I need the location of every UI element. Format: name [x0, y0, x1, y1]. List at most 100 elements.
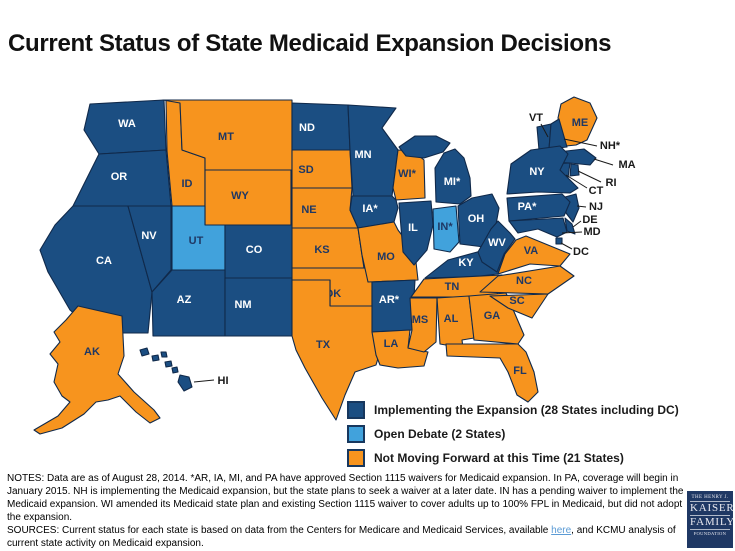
state-label-ri: RI	[606, 177, 617, 189]
state-label-ak: AK	[84, 346, 100, 358]
state-tx	[291, 279, 383, 421]
state-az	[151, 269, 226, 337]
state-label-nc: NC	[516, 275, 532, 287]
logo-line-2: KAISER	[690, 502, 735, 516]
state-ak	[33, 305, 161, 435]
state-label-wi: WI*	[398, 168, 416, 180]
state-label-id: ID	[182, 178, 193, 190]
state-label-nj: NJ	[589, 201, 603, 213]
state-label-tx: TX	[316, 339, 331, 351]
state-hi-part-4	[164, 360, 173, 368]
leader-line-md	[561, 231, 583, 234]
leader-line-ct	[565, 174, 588, 189]
logo-line-3: FAMILY	[690, 516, 735, 530]
state-label-ks: KS	[314, 244, 329, 256]
state-label-wa: WA	[118, 118, 136, 130]
legend-swatch-expansion	[347, 401, 365, 419]
state-label-nv: NV	[141, 230, 157, 242]
state-label-ms: MS	[412, 314, 429, 326]
state-label-de: DE	[582, 214, 597, 226]
state-label-ny: NY	[529, 166, 545, 178]
state-hi-part-1	[139, 347, 150, 357]
state-la	[371, 329, 429, 369]
state-il	[398, 200, 434, 266]
state-label-ma: MA	[618, 159, 635, 171]
sources-prefix: SOURCES: Current status for each state i…	[7, 525, 552, 536]
state-label-ky: KY	[458, 257, 474, 269]
legend-swatch-open-debate	[347, 425, 365, 443]
state-label-il: IL	[408, 222, 418, 234]
state-label-mn: MN	[354, 149, 371, 161]
state-label-in: IN*	[437, 221, 453, 233]
sources-text: SOURCES: Current status for each state i…	[7, 524, 691, 550]
leader-line-ri	[577, 170, 602, 183]
state-label-oh: OH	[468, 213, 485, 225]
page-title: Current Status of State Medicaid Expansi…	[8, 30, 612, 57]
sources-suffix: , and KCMU analysis of current state act…	[7, 525, 676, 549]
state-label-ca: CA	[96, 255, 112, 267]
state-hi-part-6	[177, 374, 193, 392]
legend-item-open-debate: Open Debate (2 States)	[347, 425, 679, 443]
leader-line-vt	[540, 123, 549, 138]
state-label-al: AL	[444, 313, 459, 325]
state-label-hi: HI	[218, 375, 229, 387]
state-label-or: OR	[111, 171, 128, 183]
state-label-vt: VT	[529, 112, 543, 124]
state-wv	[477, 220, 516, 273]
leader-line-nh	[563, 138, 598, 147]
leader-line-de	[572, 220, 582, 228]
logo-line-1: THE HENRY J.	[690, 495, 730, 502]
state-in	[432, 205, 460, 253]
state-ri	[569, 163, 580, 177]
state-mi-part-1	[434, 148, 472, 205]
legend-item-not-moving: Not Moving Forward at this Time (21 Stat…	[347, 449, 679, 467]
legend-label-not-moving: Not Moving Forward at this Time (21 Stat…	[374, 451, 624, 465]
state-fl	[445, 343, 539, 403]
state-nh	[548, 118, 568, 150]
state-label-nh: NH*	[600, 140, 621, 152]
state-label-mi: MI*	[444, 176, 461, 188]
state-md	[508, 217, 568, 238]
state-label-ar: AR*	[379, 294, 400, 306]
legend-label-expansion: Implementing the Expansion (28 States in…	[374, 403, 679, 417]
state-label-co: CO	[246, 244, 263, 256]
state-label-ct: CT	[589, 185, 604, 197]
leader-line-hi	[193, 379, 215, 383]
kaiser-family-foundation-logo: THE HENRY J. KAISER FAMILY FOUNDATION	[687, 491, 735, 548]
state-hi-part-2	[151, 354, 160, 362]
state-pa	[506, 193, 571, 222]
state-label-sd: SD	[298, 164, 313, 176]
footnotes: NOTES: Data are as of August 28, 2014. *…	[7, 472, 691, 550]
state-label-md: MD	[583, 226, 600, 238]
notes-text: NOTES: Data are as of August 28, 2014. *…	[7, 473, 684, 523]
state-ia	[349, 195, 399, 229]
state-label-me: ME	[572, 117, 589, 129]
leader-line-dc	[560, 242, 573, 250]
state-label-ia: IA*	[362, 203, 378, 215]
state-label-nd: ND	[299, 122, 315, 134]
state-label-ut: UT	[189, 235, 204, 247]
state-hi-part-5	[171, 366, 179, 374]
legend-item-expansion: Implementing the Expansion (28 States in…	[347, 401, 679, 419]
state-nv	[127, 205, 172, 293]
state-label-la: LA	[384, 338, 399, 350]
state-label-mt: MT	[218, 131, 234, 143]
state-de	[564, 217, 576, 235]
map-legend: Implementing the Expansion (28 States in…	[347, 401, 679, 473]
leader-line-ma	[593, 158, 614, 166]
state-label-ne: NE	[301, 204, 316, 216]
sources-here-link[interactable]: here	[551, 525, 572, 536]
state-label-va: VA	[524, 245, 539, 257]
state-label-fl: FL	[513, 365, 527, 377]
state-label-tn: TN	[445, 281, 460, 293]
state-ny	[506, 145, 579, 195]
state-label-dc: DC	[573, 246, 589, 258]
legend-swatch-not-moving	[347, 449, 365, 467]
legend-label-open-debate: Open Debate (2 States)	[374, 427, 506, 441]
logo-line-4: FOUNDATION	[693, 531, 727, 536]
state-mi-part-2	[398, 135, 451, 159]
state-label-mo: MO	[377, 251, 395, 263]
state-label-pa: PA*	[518, 201, 537, 213]
